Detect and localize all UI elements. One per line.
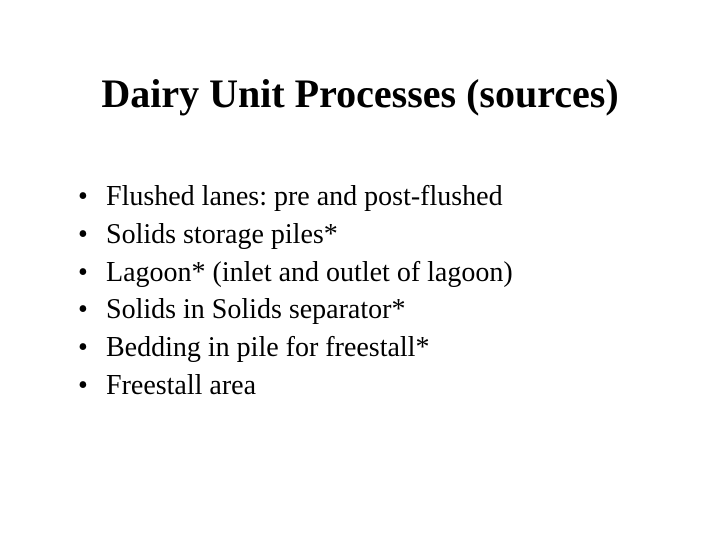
- bullet-text: Lagoon* (inlet and outlet of lagoon): [106, 254, 660, 292]
- bullet-icon: •: [78, 178, 106, 216]
- bullet-icon: •: [78, 329, 106, 367]
- list-item: • Bedding in pile for freestall*: [78, 329, 660, 367]
- list-item: • Solids storage piles*: [78, 216, 660, 254]
- bullet-text: Freestall area: [106, 367, 660, 405]
- bullet-text: Bedding in pile for freestall*: [106, 329, 660, 367]
- bullet-icon: •: [78, 254, 106, 292]
- bullet-text: Flushed lanes: pre and post-flushed: [106, 178, 660, 216]
- list-item: • Flushed lanes: pre and post-flushed: [78, 178, 660, 216]
- bullet-icon: •: [78, 367, 106, 405]
- list-item: • Freestall area: [78, 367, 660, 405]
- bullet-icon: •: [78, 216, 106, 254]
- bullet-icon: •: [78, 291, 106, 329]
- bullet-text: Solids storage piles*: [106, 216, 660, 254]
- slide-body: • Flushed lanes: pre and post-flushed • …: [78, 178, 660, 405]
- list-item: • Solids in Solids separator*: [78, 291, 660, 329]
- bullet-text: Solids in Solids separator*: [106, 291, 660, 329]
- list-item: • Lagoon* (inlet and outlet of lagoon): [78, 254, 660, 292]
- slide-title: Dairy Unit Processes (sources): [0, 72, 720, 116]
- slide: Dairy Unit Processes (sources) • Flushed…: [0, 0, 720, 540]
